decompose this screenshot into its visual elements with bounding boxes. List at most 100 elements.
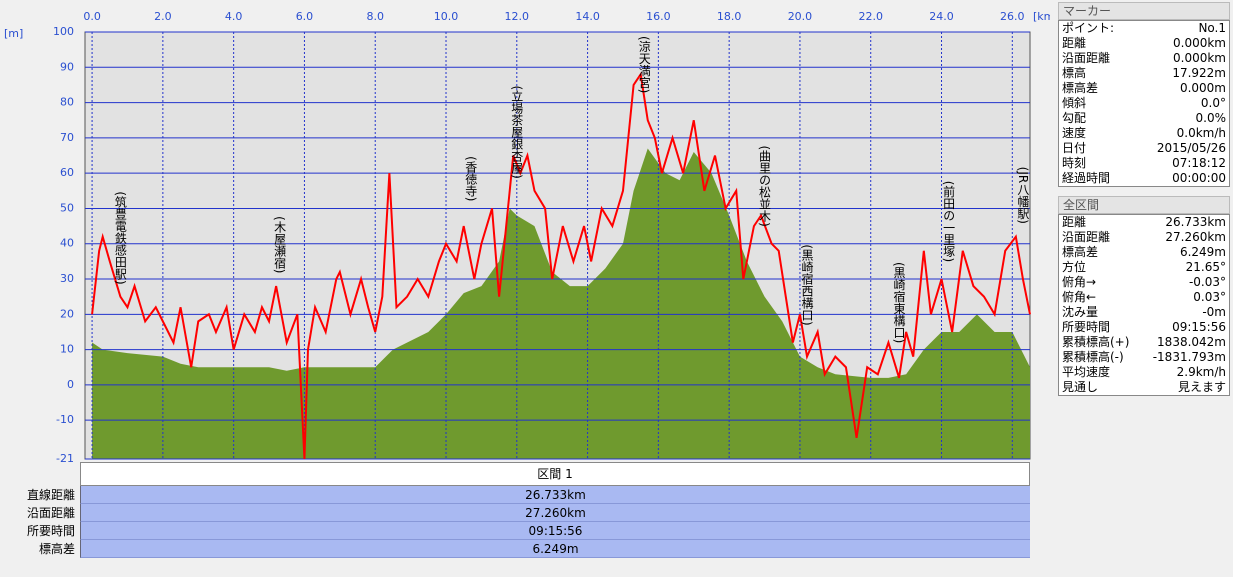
y-tick-label: 30 [60, 272, 74, 285]
panel-row: 俯角→ -0.03° [1058, 275, 1230, 290]
total-panel: 全区間 距離 26.733km 沿面距離 27.260km 標高差 6.249m 方位 21.6… [1058, 196, 1230, 396]
panel-row: 沈み量 -0m [1058, 305, 1230, 320]
section-table: 区間 1 直線距離 26.733km 沿面距離 27.260km 所要時間 09:15:56… [0, 462, 1030, 558]
panel-label: 累積標高(+) [1062, 335, 1130, 349]
panel-label: ポイント: [1062, 21, 1115, 35]
panel-row: 見通し 見えます [1058, 380, 1230, 396]
panel-value: 0.000km [1173, 51, 1226, 65]
panel-label: 標高差 [1062, 81, 1099, 95]
panel-value: 2015/05/26 [1156, 141, 1226, 155]
annotation: (黒崎宿東構口) [892, 262, 906, 343]
panel-label: 沿面距離 [1062, 51, 1111, 65]
x-tick-label: 24.0 [929, 10, 954, 23]
panel-label: 日付 [1062, 141, 1087, 155]
panel-row: 標高差 0.000m [1058, 81, 1230, 96]
marker-panel: マーカー ポイント: No.1 距離 0.000km 沿面距離 0.000km 標高 17.92… [1058, 2, 1230, 187]
panel-row: 勾配 0.0% [1058, 111, 1230, 126]
panel-value: 0.000km [1173, 36, 1226, 50]
panel-row: 傾斜 0.0° [1058, 96, 1230, 111]
row-label: 標高差 [38, 542, 75, 556]
panel-value: 0.0km/h [1176, 126, 1226, 140]
panel-row: 沿面距離 27.260km [1058, 230, 1230, 245]
x-tick-label: 18.0 [717, 10, 742, 23]
spacer [0, 462, 80, 486]
chart: [m] [km] 1009080706050403020100-10-210.0… [4, 10, 1050, 462]
panel-value: 0.0% [1195, 111, 1227, 125]
y-tick-label: 40 [60, 237, 74, 250]
panel-row: 日付 2015/05/26 [1058, 141, 1230, 156]
panel-label: 沿面距離 [1062, 230, 1111, 244]
y-tick-label: -21 [56, 452, 74, 462]
panel-row: ポイント: No.1 [1058, 20, 1230, 36]
panel-row: 所要時間 09:15:56 [1058, 320, 1230, 335]
panel-label: 所要時間 [1062, 320, 1111, 334]
annotation: (香徳寺) [464, 156, 478, 201]
panel-label: 距離 [1062, 36, 1087, 50]
terrain-area [92, 148, 1030, 460]
annotation: (筑豊電鉄感田駅) [113, 191, 127, 284]
panel-label: 俯角→ [1062, 275, 1097, 289]
panel-value: 07:18:12 [1172, 156, 1226, 170]
panel-row: 経過時間 00:00:00 [1058, 171, 1230, 187]
panel-row: 時刻 07:18:12 [1058, 156, 1230, 171]
panel-label: 方位 [1062, 260, 1087, 274]
panel-value: 0.0° [1200, 96, 1226, 110]
panel-label: 平均速度 [1062, 365, 1111, 379]
panel-label: 標高差 [1062, 245, 1099, 259]
panel-label: 距離 [1062, 215, 1087, 229]
panel-label: 見通し [1062, 380, 1099, 394]
panel-label: 俯角← [1062, 290, 1097, 304]
panel-value: 21.65° [1185, 260, 1226, 274]
x-tick-label: 6.0 [296, 10, 314, 23]
panel-label: 標高 [1062, 66, 1087, 80]
x-tick-label: 8.0 [366, 10, 384, 23]
y-tick-label: 90 [60, 60, 74, 73]
x-tick-label: 0.0 [83, 10, 101, 23]
table-row: 標高差 6.249m [0, 540, 1030, 558]
row-value: 26.733km [80, 486, 1030, 504]
x-tick-label: 16.0 [646, 10, 671, 23]
panel-label: 経過時間 [1062, 171, 1111, 185]
panel-label: 速度 [1062, 126, 1087, 140]
y-tick-label: 70 [60, 131, 74, 144]
table-row: 沿面距離 27.260km [0, 504, 1030, 522]
annotation: (曲里の松並木) [758, 146, 772, 227]
panel-value: 00:00:00 [1172, 171, 1226, 185]
panel-value: 0.000m [1179, 81, 1226, 95]
panel-value: 17.922m [1172, 66, 1226, 80]
panel-value: 26.733km [1165, 215, 1226, 229]
y-unit: [m] [4, 27, 23, 40]
table-header: 区間 1 [80, 462, 1030, 486]
y-tick-label: 0 [67, 378, 74, 391]
panel-title: マーカー [1058, 2, 1230, 20]
panel-row: 速度 0.0km/h [1058, 126, 1230, 141]
panel-row: 累積標高(-) -1831.793m [1058, 350, 1230, 365]
panel-value: -0m [1202, 305, 1226, 319]
panel-row: 平均速度 2.9km/h [1058, 365, 1230, 380]
y-tick-label: 10 [60, 343, 74, 356]
table-header-row: 区間 1 [0, 462, 1030, 486]
x-unit: [km] [1033, 10, 1050, 23]
y-tick-label: 80 [60, 96, 74, 109]
annotation: (前田の一里塚) [942, 181, 956, 262]
x-tick-label: 4.0 [225, 10, 243, 23]
y-tick-label: -10 [56, 413, 74, 426]
annotation: (立場茶屋銀杏屋) [510, 86, 524, 179]
panel-row: 標高 17.922m [1058, 66, 1230, 81]
panel-value: 09:15:56 [1172, 320, 1226, 334]
annotation: (木屋瀬宿) [273, 216, 287, 273]
row-label: 直線距離 [26, 488, 75, 502]
x-tick-label: 26.0 [1000, 10, 1025, 23]
panel-title: 全区間 [1058, 196, 1230, 214]
elevation-line [91, 71, 1031, 460]
annotation: (JR八幡駅) [1016, 167, 1030, 224]
panel-row: 沿面距離 0.000km [1058, 51, 1230, 66]
panel-label: 勾配 [1062, 111, 1087, 125]
annotation: (涼天満宮) [637, 36, 651, 93]
x-tick-label: 12.0 [505, 10, 530, 23]
row-value: 27.260km [80, 504, 1030, 522]
row-value: 09:15:56 [80, 522, 1030, 540]
panel-value: 1838.042m [1157, 335, 1226, 349]
panel-value: -1831.793m [1152, 350, 1226, 364]
panel-row: 俯角← 0.03° [1058, 290, 1230, 305]
